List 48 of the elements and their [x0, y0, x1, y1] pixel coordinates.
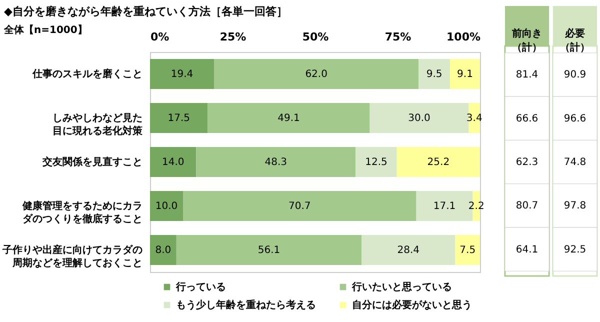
y-tick-label: 交友関係を見直すこと [42, 156, 142, 168]
data-label: 96.6 [564, 113, 586, 124]
data-label: 17.1 [433, 201, 456, 212]
data-label: 17.5 [168, 113, 190, 124]
data-label: 70.7 [288, 201, 311, 212]
x-tick-label: 100% [446, 30, 480, 44]
legend-label: 行っている [175, 281, 226, 293]
data-label: 3.4 [466, 113, 482, 124]
data-label: 74.8 [564, 157, 586, 168]
x-tick-label: 必要（計） [560, 28, 590, 54]
data-label: 62.3 [516, 157, 538, 168]
data-label: 56.1 [258, 245, 280, 256]
x-tick-label: 75% [384, 30, 412, 44]
legend-label: 自分には必要がないと思う [352, 299, 472, 311]
data-label: 49.1 [278, 113, 300, 124]
chart-title: ◆自分を磨きながら年齢を重ねていく方法［各単一回答］ [4, 4, 288, 19]
legend-label: 行いたいと思っている [351, 281, 452, 293]
data-label: 81.4 [516, 70, 538, 81]
y-tick-label: 子作りや出産に向けてカラダの周期などを理解しておくこと [2, 244, 142, 269]
data-label: 9.5 [426, 69, 442, 80]
data-label: 19.4 [170, 69, 194, 80]
data-label: 8.0 [155, 245, 172, 256]
data-label: 2.2 [468, 201, 484, 212]
legend-label: もう少し年齢を重ねたら考える [176, 299, 316, 311]
data-label: 25.2 [427, 157, 450, 168]
text: 全体【n=1000】 [4, 24, 88, 37]
data-label: 66.6 [516, 113, 538, 124]
data-label: 97.8 [564, 200, 586, 212]
data-label: 64.1 [516, 244, 538, 256]
y-tick-label: 仕事のスキルを磨くこと [32, 68, 142, 80]
data-label: 9.1 [457, 69, 473, 80]
data-label: 30.0 [408, 113, 430, 124]
y-tick-label: しみやしわなど見た目に現れる老化対策 [52, 112, 144, 137]
x-tick-label: 25% [220, 30, 246, 44]
data-label: 28.4 [397, 245, 420, 256]
data-label: 62.0 [305, 69, 328, 80]
data-label: 7.5 [460, 245, 476, 256]
data-label: 10.0 [155, 201, 178, 212]
data-label: 92.5 [564, 244, 586, 256]
x-tick-label: 0% [150, 30, 170, 44]
x-tick-label: 前向き（計） [511, 28, 542, 54]
data-label: 12.5 [365, 157, 388, 168]
data-label: 80.7 [516, 200, 538, 212]
data-label: 90.9 [564, 70, 586, 81]
y-tick-label: 健康管理をするためにカラダのつくりを徹底すること [22, 200, 142, 225]
x-tick-label: 50% [302, 30, 329, 44]
data-label: 14.0 [162, 157, 184, 168]
data-label: 48.3 [264, 157, 288, 168]
